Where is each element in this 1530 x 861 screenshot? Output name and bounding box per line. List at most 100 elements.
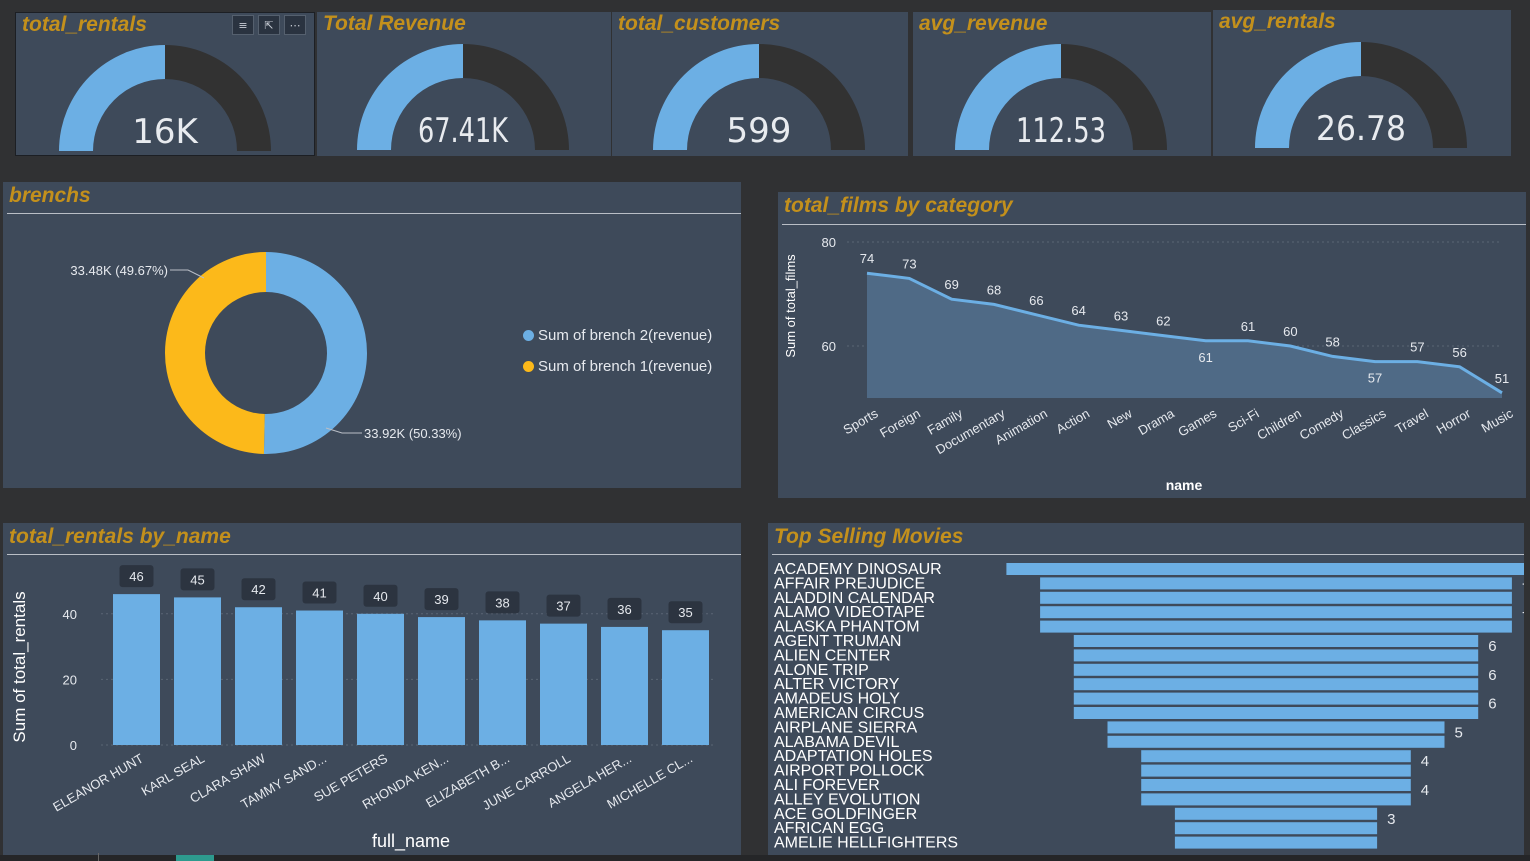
category-label: AGENT TRUMAN [774,633,901,650]
data-label: 74 [860,251,874,266]
legend-item-brench-1[interactable]: Sum of brench 1(revenue) [523,358,712,375]
chart-title: total_rentals by_name [9,525,231,548]
bar [235,607,282,745]
category-label: AMERICAN CIRCUS [774,705,924,722]
data-label-bg [241,578,276,601]
category-label: ALI FOREVER [774,777,880,794]
data-label: 51 [1495,371,1509,386]
title-divider [7,554,741,555]
data-label: 4 [1421,782,1429,799]
gauge-track [1361,42,1467,148]
brenchs-panel[interactable]: brenchs 33.92K (50.33%) 33.48K (49.67%) S… [3,182,741,488]
data-label: 33.48K (49.67%) [70,263,168,278]
category-label: ALASKA PHANTOM [774,619,920,636]
kpi-card-avg-rentals[interactable]: avg_rentals 26.78 [1213,10,1511,156]
category-label: ALTER VICTORY [774,676,900,693]
data-label: 56 [1452,345,1466,360]
y-tick-label: 40 [63,607,77,622]
more-options-icon[interactable]: ⋯ [284,15,306,35]
data-label-bg [607,597,642,620]
category-label: AFRICAN EGG [774,820,884,837]
y-tick-label: 20 [63,672,77,687]
kpi-title: Total Revenue [323,12,466,35]
data-label: 7 [1522,580,1524,597]
x-tick-label: Comedy [1297,405,1347,442]
data-label: 6 [1488,696,1496,713]
funnel-bar [1174,836,1378,849]
funnel-bar [1073,678,1479,691]
gauge-fill [653,44,759,150]
data-label: 35 [678,605,692,620]
active-page-tab[interactable] [176,855,214,861]
data-label: 62 [1156,314,1170,329]
bar [357,613,404,745]
y-axis-title: Sum of total_films [783,254,798,358]
chart-title: total_films by category [784,194,1013,217]
x-tick-label: Horror [1434,405,1474,437]
gauge-fill [357,44,463,150]
gauge-track [463,44,569,150]
category-label: ACADEMY DINOSAUR [774,561,942,578]
funnel-bar [1107,721,1445,734]
funnel-bar [1073,663,1479,676]
focus-mode-icon[interactable]: ⇱ [258,15,280,35]
data-label: 69 [944,277,958,292]
category-label: ADAPTATION HOLES [774,748,933,765]
bar [601,626,648,745]
kpi-card-total-rentals[interactable]: total_rentals ≡ ⇱ ⋯ 16K [15,12,315,156]
funnel-bar [1174,807,1378,820]
gauge-chart: 16K [59,45,271,152]
data-label: 73 [902,256,916,271]
data-label: 61 [1241,319,1255,334]
data-label: 58 [1325,334,1339,349]
kpi-value: 112.53 [1016,111,1106,151]
category-label: ALADDIN CALENDAR [774,590,935,607]
donut-slice [263,252,367,454]
x-tick-label: Children [1254,406,1303,443]
kpi-card-total-revenue[interactable]: Total Revenue 67.41K [317,12,611,156]
bar [540,623,587,745]
kpi-card-total-customers[interactable]: total_customers 599 [612,12,908,156]
kpi-title: total_rentals [22,13,147,36]
x-tick-label: Travel [1392,406,1430,437]
category-label: AMADEUS HOLY [774,691,900,708]
rentals-by-name-panel[interactable]: total_rentals by_name 0 20 40 46 ELEANOR HUN… [3,523,741,855]
data-label: 68 [987,282,1001,297]
chart-title: brenchs [9,184,91,207]
gauge-chart: 599 [653,44,865,151]
kpi-card-avg-revenue[interactable]: avg_revenue 112.53 [913,12,1211,156]
data-label-bg [668,601,703,624]
gauge-chart: 67.41K [357,44,569,151]
data-label: 61 [1198,350,1212,365]
data-label: 36 [617,602,631,617]
data-label-bg [424,588,459,611]
gauge-chart: 112.53 [955,44,1167,151]
category-label: ALAMO VIDEOTAPE [774,604,925,621]
leader-line [325,427,362,434]
x-axis-title: full_name [372,831,450,852]
title-divider [7,213,741,214]
gauge-track [759,44,865,150]
x-tick-label: New [1104,405,1135,431]
films-by-category-panel[interactable]: total_films by category 60 80 74 Sports 73 Fo… [778,192,1526,498]
data-label: 3 [1387,811,1395,828]
data-label-bg [363,584,398,607]
x-tick-label: Classics [1339,405,1389,442]
funnel-bar [1141,764,1411,777]
x-tick-label: Sports [840,405,880,437]
gauge-track [1061,44,1167,150]
title-divider [782,224,1526,225]
data-label: 5 [1455,724,1463,741]
tab-divider [98,853,99,861]
funnel-bar [1040,606,1512,619]
series-line [866,271,1503,395]
data-label-bg [546,594,581,617]
data-label: 60 [1283,324,1297,339]
funnel-bar [1073,692,1479,705]
top-selling-movies-panel[interactable]: Top Selling Movies ACADEMY DINOSAUR AFFAI… [768,523,1524,855]
funnel-bar [1006,563,1524,575]
filter-icon[interactable]: ≡ [232,15,254,35]
legend-item-brench-2[interactable]: Sum of brench 2(revenue) [523,327,712,344]
data-label: 40 [373,589,387,604]
